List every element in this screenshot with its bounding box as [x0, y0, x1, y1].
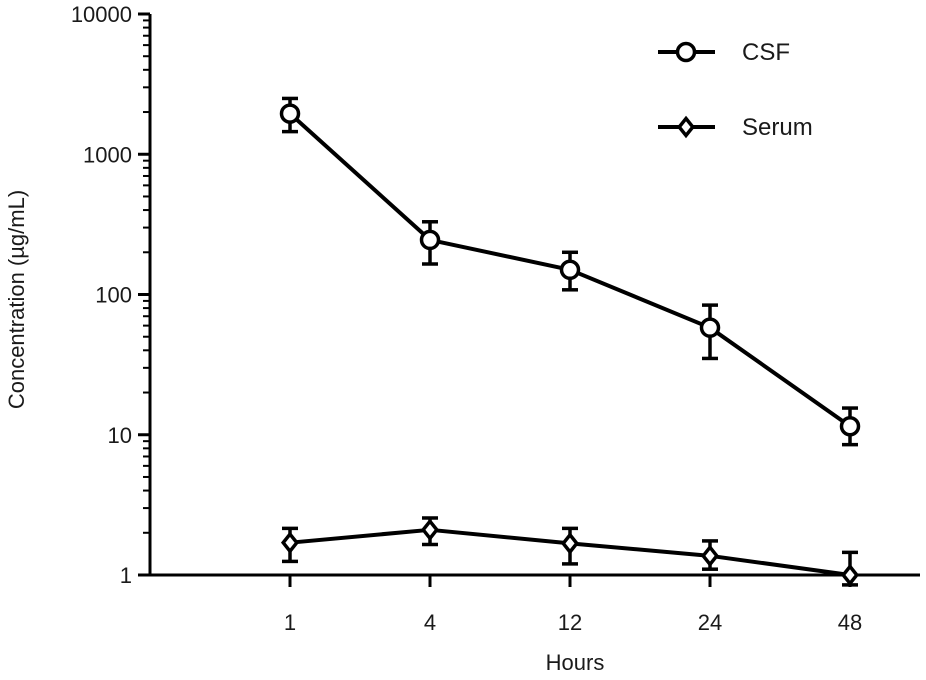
series-serum [280, 516, 860, 587]
legend-label: CSF [742, 39, 790, 66]
data-point-serum [280, 531, 300, 554]
series-layer [279, 96, 861, 587]
x-ticks: 1 4 12 24 48 [284, 575, 862, 635]
legend-item-csf: CSF [658, 39, 790, 66]
legend-label: Serum [742, 114, 813, 141]
y-ticks: 1 10 100 1000 10000 [71, 2, 150, 588]
legend: CSF Serum [658, 39, 813, 141]
data-point-csf [559, 259, 581, 281]
x-tick-label: 1 [284, 610, 296, 635]
x-tick-label: 48 [838, 610, 862, 635]
y-tick-label: 10 [108, 423, 132, 448]
x-tick-label: 24 [698, 610, 722, 635]
y-axis-title: Concentration (µg/mL) [4, 190, 29, 409]
data-point-csf [839, 415, 861, 437]
x-tick-label: 12 [558, 610, 582, 635]
data-point-csf [279, 103, 301, 124]
y-tick-label: 1000 [83, 142, 132, 167]
y-tick-label: 1 [120, 563, 132, 588]
data-point-serum [420, 518, 440, 542]
data-point-serum [560, 532, 580, 555]
legend-marker [676, 115, 696, 139]
legend-marker [675, 41, 697, 63]
data-point-serum [840, 563, 860, 587]
x-tick-label: 4 [424, 610, 436, 635]
y-tick-label: 100 [95, 283, 132, 308]
axes [148, 14, 920, 577]
x-axis-title: Hours [546, 650, 605, 675]
data-point-csf [419, 229, 441, 251]
data-point-serum [700, 544, 720, 568]
y-tick-label: 10000 [71, 2, 132, 27]
legend-item-serum: Serum [658, 114, 813, 141]
series-csf [279, 96, 861, 447]
data-point-csf [699, 317, 721, 338]
